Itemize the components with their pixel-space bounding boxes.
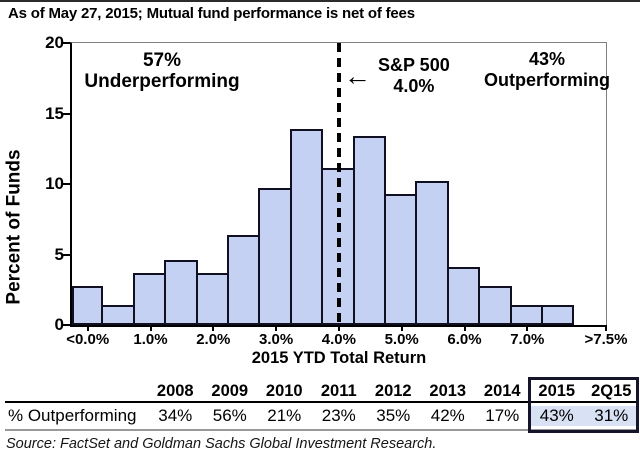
x-tick-label: 2.0%	[196, 331, 231, 348]
histogram-bar	[258, 188, 292, 325]
y-tick-mark	[63, 324, 70, 326]
histogram-bar	[227, 235, 261, 325]
y-tick-label: 0	[54, 315, 64, 334]
outperforming-value: 56%	[212, 406, 247, 425]
histogram-bar	[352, 136, 386, 325]
y-axis-title: Percent of Funds	[4, 149, 25, 305]
y-tick-label: 20	[45, 33, 64, 52]
x-tick-mark	[86, 325, 89, 331]
sp500-label: S&P 500	[378, 55, 450, 75]
outperforming-value: 35%	[376, 406, 411, 425]
source-note: Source: FactSet and Goldman Sachs Global…	[6, 436, 437, 452]
left-arrow-icon: ←	[344, 60, 371, 91]
outperforming-label: Outperforming	[484, 70, 610, 90]
histogram-bar	[101, 305, 135, 325]
x-tick-label: >7.5%	[584, 331, 628, 348]
outperforming-value: 34%	[158, 406, 193, 425]
histogram-bar	[164, 260, 198, 325]
year-column-header: 2012	[374, 382, 412, 400]
sp500-value: 4.0%	[393, 76, 435, 96]
y-tick-label: 5	[54, 244, 64, 264]
sp500-dashed-reference-line	[337, 43, 341, 325]
outperforming-pct: 43%	[528, 49, 566, 69]
x-tick-mark	[463, 325, 466, 331]
row-label: % Outperforming	[8, 406, 137, 425]
x-tick-mark	[149, 325, 152, 331]
year-column-header: 2010	[265, 382, 303, 400]
x-tick-label: <0.0%	[66, 331, 110, 348]
underperforming-label: Underperforming	[84, 71, 240, 92]
year-column-header: 2Q15	[591, 382, 632, 400]
histogram-bar	[384, 194, 418, 325]
y-tick-mark	[63, 253, 70, 256]
histogram-bar	[446, 267, 481, 325]
x-tick-label: 1.0%	[133, 331, 168, 348]
histogram-bar	[195, 273, 229, 325]
sp500-annotation: ← S&P 500 4.0%	[344, 55, 450, 97]
histogram-bar	[541, 305, 575, 325]
histogram-bar	[132, 273, 167, 325]
x-tick-mark	[275, 325, 278, 331]
histogram-bar	[415, 181, 449, 325]
outperforming-value: 31%	[584, 406, 639, 426]
year-column-header: 2013	[429, 382, 467, 400]
x-tick-mark	[526, 325, 529, 331]
page-title: As of May 27, 2015; Mutual fund performa…	[8, 5, 415, 22]
table-value-row: % Outperforming 34% 56% 21% 23% 35% 42% 17% 43% 3…	[5, 403, 639, 431]
outperforming-value: 23%	[321, 406, 356, 425]
x-tick-mark	[212, 325, 215, 331]
y-tick-label: 15	[45, 103, 64, 123]
year-column-header: 2015	[538, 382, 576, 400]
underperforming-annotation: 57% Underperforming	[72, 50, 252, 92]
plot-area: 57% Underperforming ← S&P 500 4.0% 43% O…	[70, 42, 610, 327]
x-tick-label: 6.0%	[447, 331, 482, 348]
y-tick-mark	[63, 183, 70, 185]
outperforming-annotation: 43% Outperforming	[462, 49, 632, 91]
x-tick-label: 4.0%	[321, 331, 356, 348]
y-tick-mark	[63, 42, 70, 44]
year-column-header: 2014	[483, 382, 521, 400]
year-column-header: 2008	[156, 382, 194, 400]
x-tick-mark	[400, 325, 403, 331]
x-tick-label: 3.0%	[258, 331, 294, 348]
outperforming-value: 17%	[485, 406, 520, 425]
y-tick-mark	[63, 112, 70, 115]
x-tick-label: 7.0%	[510, 331, 545, 348]
underperforming-pct: 57%	[142, 50, 182, 71]
outperforming-value: 42%	[430, 406, 465, 425]
x-axis-title: 2015 YTD Total Return	[251, 349, 427, 367]
year-column-header: 2009	[211, 382, 249, 400]
x-tick-label: 5.0%	[384, 331, 419, 348]
y-tick-label: 10	[45, 174, 64, 193]
histogram-bar	[72, 286, 104, 325]
histogram-bar	[509, 305, 543, 325]
sp500-annotation-text: S&P 500 4.0%	[378, 55, 450, 97]
year-column-header: 2011	[320, 382, 357, 400]
x-tick-mark	[337, 325, 340, 331]
histogram-bar	[478, 286, 512, 325]
table-header-row: 2008 2009 2010 2011 2012 2013 2014 2015 2Q15	[5, 379, 639, 403]
outperforming-by-year-table: 2008 2009 2010 2011 2012 2013 2014 2015 2Q15 % Ou…	[5, 377, 639, 433]
x-tick-mark	[605, 325, 607, 331]
histogram-bar	[289, 129, 324, 325]
outperforming-value: 43%	[529, 406, 584, 426]
outperforming-value: 21%	[267, 406, 302, 425]
